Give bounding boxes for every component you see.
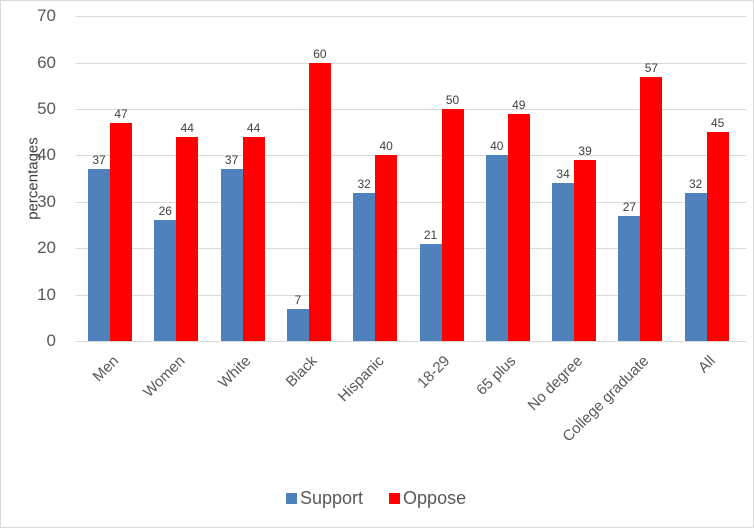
gridline: [76, 16, 746, 18]
data-label: 7: [294, 292, 302, 307]
bar-support: [220, 169, 243, 341]
gridline: [76, 62, 746, 64]
y-tick-label: 60: [37, 52, 56, 72]
data-label: 40: [490, 139, 504, 154]
legend-swatch-oppose: [389, 493, 401, 504]
bar-support: [552, 183, 575, 341]
data-label: 45: [711, 116, 725, 131]
data-label: 27: [622, 199, 637, 214]
bar-support: [353, 192, 376, 341]
bar-support: [684, 192, 707, 341]
data-label: 47: [114, 106, 128, 121]
legend: Support Oppose: [286, 488, 466, 509]
bar-oppose: [375, 155, 398, 341]
data-label: 44: [246, 120, 261, 135]
data-label: 49: [512, 97, 526, 112]
gridline: [76, 248, 746, 250]
gridline: [76, 201, 746, 203]
data-label: 44: [180, 120, 194, 135]
data-label: 40: [379, 139, 393, 154]
bar-oppose: [574, 160, 597, 341]
data-label: 32: [689, 176, 703, 191]
gridline: [76, 109, 746, 110]
gridline: [76, 155, 746, 157]
bar-support: [286, 308, 309, 341]
bar-support: [618, 215, 641, 341]
data-label: 34: [556, 167, 570, 182]
data-label: 26: [158, 204, 172, 219]
bar-oppose: [110, 122, 132, 341]
y-tick-label: 70: [37, 6, 56, 26]
data-label: 39: [578, 144, 592, 159]
bar-support: [154, 220, 177, 341]
bar-oppose: [507, 113, 530, 341]
bar-oppose: [176, 136, 199, 341]
gridline: [76, 341, 746, 342]
legend-swatch-support: [286, 493, 297, 504]
bar-oppose: [640, 76, 663, 341]
data-label: 50: [445, 93, 460, 107]
bar-oppose: [706, 132, 729, 341]
data-label: 32: [357, 176, 371, 191]
bar-support: [485, 155, 508, 341]
y-tick-label: 40: [37, 145, 56, 165]
bar-oppose: [242, 136, 265, 341]
y-tick-label: 30: [37, 191, 56, 211]
gridline: [76, 294, 746, 296]
bar-support: [88, 169, 110, 341]
legend-label-support: Support: [300, 488, 364, 508]
y-tick-label: 20: [37, 238, 56, 258]
bar-oppose: [441, 109, 464, 341]
bar-oppose: [308, 62, 331, 341]
data-label: 21: [423, 227, 438, 242]
data-label: 57: [644, 60, 659, 75]
legend-label-oppose: Oppose: [403, 488, 467, 508]
y-tick-label: 50: [37, 99, 56, 118]
y-tick-label: 10: [37, 284, 56, 304]
bar-support: [419, 243, 442, 341]
data-label: 60: [313, 46, 327, 61]
y-tick-label: 0: [46, 331, 56, 350]
data-label: 37: [92, 153, 106, 168]
data-label: 37: [224, 153, 239, 168]
